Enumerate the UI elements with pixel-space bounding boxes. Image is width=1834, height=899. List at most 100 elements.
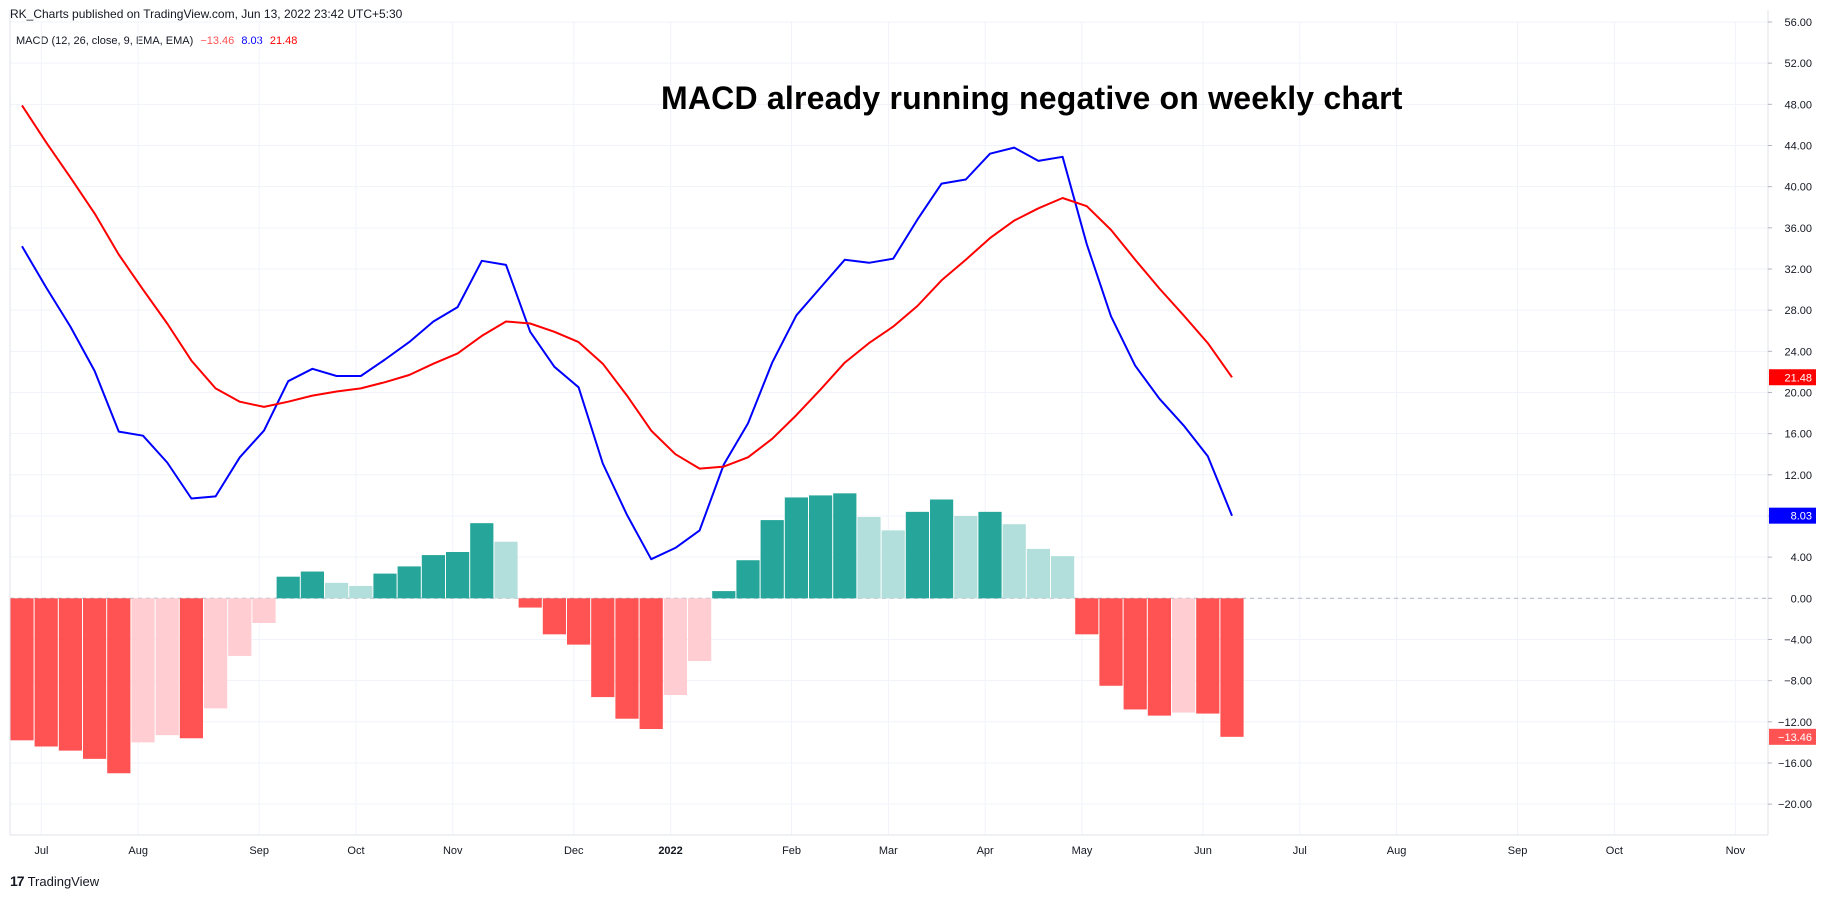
- histogram-bar: [1099, 598, 1123, 686]
- y-tick-label: 40.00: [1784, 182, 1812, 194]
- tradingview-logo-icon: 17: [10, 873, 25, 889]
- last-value-labels: 21.48 8.03 −13.46: [1769, 369, 1816, 745]
- y-tick-label: 20.00: [1784, 387, 1812, 399]
- histogram-bar: [252, 598, 276, 624]
- histogram-bar: [688, 598, 712, 662]
- histogram-bar: [107, 598, 131, 774]
- histogram-bar: [542, 598, 566, 635]
- y-tick-label: 32.00: [1784, 264, 1812, 276]
- histogram-bar: [978, 511, 1002, 599]
- indicator-legend[interactable]: MACD (12, 26, close, 9, EMA, EMA) −13.46…: [16, 35, 297, 47]
- x-tick-label: Sep: [249, 845, 269, 857]
- y-tick-label: 28.00: [1784, 305, 1812, 317]
- histogram-bar: [930, 499, 954, 599]
- histogram-bar: [1172, 598, 1196, 713]
- last-value-badge: [1769, 369, 1816, 386]
- histogram-bar: [591, 598, 615, 698]
- histogram-bar: [833, 493, 857, 599]
- histogram-bar: [373, 573, 397, 599]
- x-tick-label: Sep: [1508, 845, 1528, 857]
- histogram-bar: [470, 523, 494, 599]
- histogram-bar: [1123, 598, 1147, 710]
- histogram-bar: [567, 598, 591, 645]
- x-tick-label: Jul: [34, 845, 48, 857]
- last-value-badge: [1769, 728, 1816, 745]
- histogram-bar: [1075, 598, 1099, 635]
- histogram-bar: [10, 598, 34, 741]
- histogram-bar: [954, 515, 978, 599]
- histogram-bar: [1051, 556, 1075, 599]
- histogram-bar: [155, 598, 179, 736]
- histogram-bar: [1196, 598, 1220, 714]
- histogram-bar: [760, 520, 784, 599]
- histogram-bar: [905, 511, 929, 599]
- histogram-bar: [518, 598, 542, 608]
- y-tick-label: 16.00: [1784, 429, 1812, 441]
- histogram-bar: [34, 598, 58, 747]
- series-lines: [21, 104, 1233, 561]
- y-tick-label: −20.00: [1778, 799, 1812, 811]
- y-tick-label: 4.00: [1791, 552, 1812, 564]
- histogram-bar: [494, 541, 518, 599]
- y-tick-label: −16.00: [1778, 758, 1812, 770]
- last-value-text: 8.03: [1791, 511, 1812, 523]
- histogram-bar: [228, 598, 252, 656]
- histogram-bar: [276, 576, 300, 599]
- y-tick-label: 52.00: [1784, 58, 1812, 70]
- y-tick-label: −4.00: [1784, 634, 1812, 646]
- histogram-bar: [857, 517, 881, 599]
- y-tick-label: 56.00: [1784, 17, 1812, 29]
- histogram-bar: [179, 598, 203, 739]
- y-tick-label: −12.00: [1778, 717, 1812, 729]
- chart-title: MACD already running negative on weekly …: [661, 80, 1403, 116]
- axes: [9, 10, 1769, 836]
- x-tick-label: Jun: [1194, 845, 1212, 857]
- histogram-bar: [349, 585, 373, 599]
- histogram-bar: [809, 495, 833, 599]
- x-tick-label: Feb: [782, 845, 801, 857]
- histogram-bar: [397, 566, 421, 599]
- signal-line: [21, 104, 1233, 470]
- histogram-bar: [712, 591, 736, 599]
- tradingview-footer[interactable]: 17 TradingView: [10, 873, 99, 889]
- published-info: RK_Charts published on TradingView.com, …: [10, 7, 403, 21]
- x-tick-label: Aug: [128, 845, 148, 857]
- indicator-label: MACD (12, 26, close, 9, EMA, EMA): [16, 35, 194, 47]
- histogram-bar: [881, 530, 905, 599]
- x-tick-label: May: [1072, 845, 1093, 857]
- histogram-bar: [204, 598, 228, 709]
- last-value-badge: [1769, 507, 1816, 524]
- histogram-bar: [1002, 524, 1026, 599]
- signal-value: 21.48: [269, 35, 298, 47]
- y-tick-label: 12.00: [1784, 470, 1812, 482]
- brand-name: TradingView: [27, 873, 100, 889]
- histogram-bar: [1220, 598, 1244, 737]
- histogram-bar: [1147, 598, 1171, 716]
- y-tick-label: 48.00: [1784, 99, 1812, 111]
- histogram-bars: [10, 493, 1244, 774]
- y-tick-label: −8.00: [1784, 676, 1812, 688]
- x-tick-label: Aug: [1387, 845, 1407, 857]
- histogram-bar: [421, 555, 445, 599]
- histogram-bar: [131, 598, 155, 743]
- histogram-bar: [736, 560, 760, 599]
- x-axis-labels: Jul Aug Sep Oct Nov Dec 2022 Feb Mar Apr May Jun Jul…: [34, 845, 1745, 857]
- histogram-bar: [446, 551, 470, 599]
- last-value-text: −13.46: [1778, 732, 1812, 744]
- y-tick-label: 44.00: [1784, 140, 1812, 152]
- hist-value: −13.46: [200, 35, 235, 47]
- last-value-text: 21.48: [1784, 372, 1812, 384]
- histogram-bar: [325, 582, 349, 599]
- y-tick-label: 24.00: [1784, 346, 1812, 358]
- y-tick-label: 36.00: [1784, 223, 1812, 235]
- macd-line: [21, 146, 1233, 561]
- x-tick-label: Oct: [347, 845, 364, 857]
- histogram-bar: [784, 497, 808, 599]
- histogram-bar: [1026, 548, 1050, 599]
- histogram-bar: [83, 598, 107, 759]
- histogram-bar: [615, 598, 639, 719]
- histogram-bar: [639, 598, 663, 730]
- x-tick-label: Mar: [879, 845, 898, 857]
- y-tick-label: 0.00: [1791, 593, 1812, 605]
